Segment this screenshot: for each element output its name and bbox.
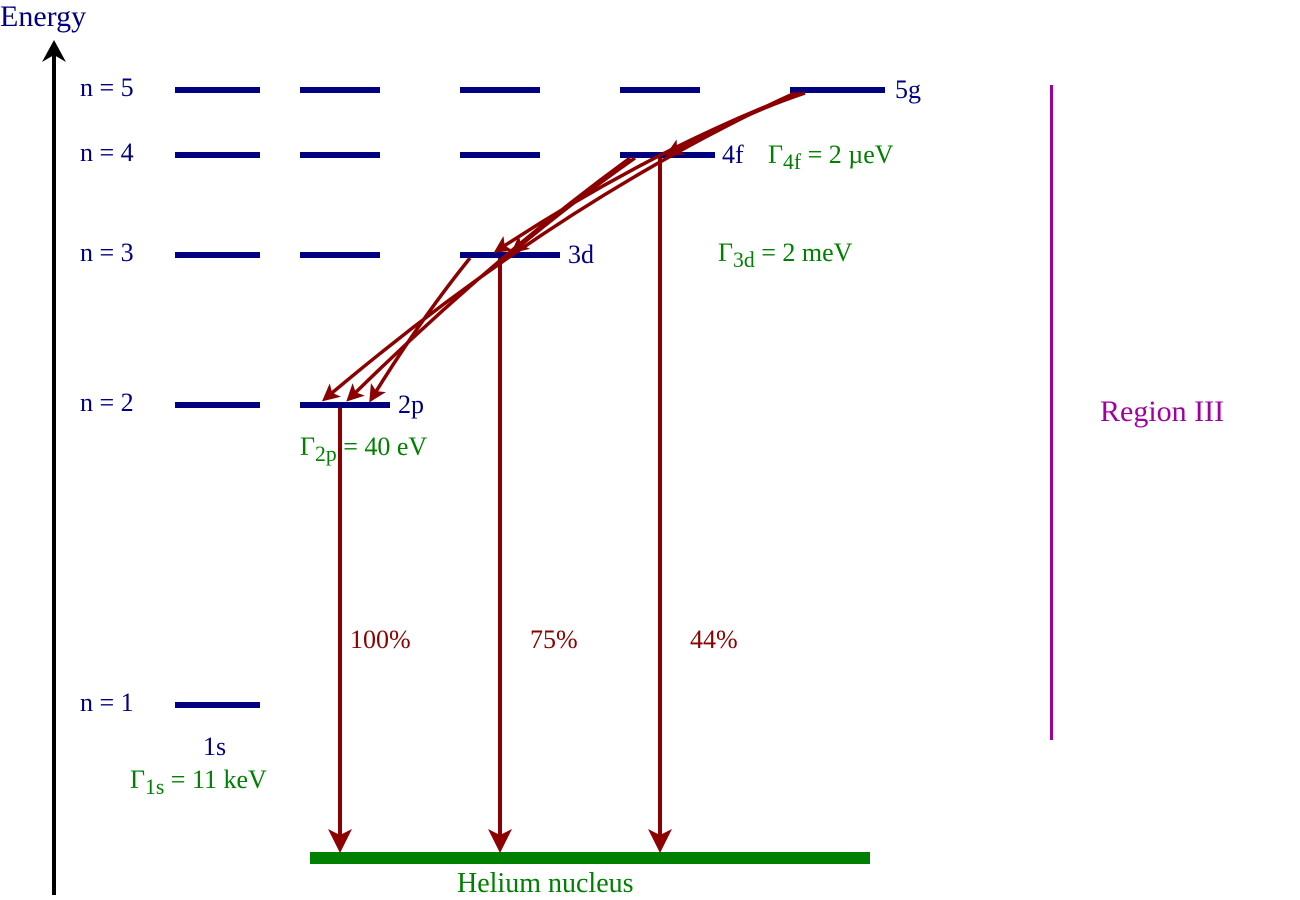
energy-axis-label: Energy: [0, 0, 86, 34]
nucleus-line: [310, 852, 870, 864]
state-3d: 3d: [568, 240, 594, 270]
region-line: [1050, 85, 1053, 740]
n3-label: n = 3: [80, 238, 134, 268]
level-3p: [300, 252, 380, 258]
state-4f: 4f: [722, 140, 744, 170]
level-5d: [460, 87, 540, 93]
level-5g: [790, 87, 885, 93]
level-3d: [460, 252, 560, 258]
level-4s: [175, 152, 260, 158]
n2-label: n = 2: [80, 388, 134, 418]
level-5f: [620, 87, 700, 93]
percent-75: 75%: [530, 625, 578, 655]
n4-label: n = 4: [80, 138, 134, 168]
level-2s: [175, 402, 260, 408]
level-4f: [620, 152, 715, 158]
n1-label: n = 1: [80, 688, 134, 718]
level-4p: [300, 152, 380, 158]
gamma-3d: Γ3d = 2 meV: [718, 238, 852, 273]
n5-label: n = 5: [80, 73, 134, 103]
level-4d: [460, 152, 540, 158]
region-label: Region III: [1100, 395, 1224, 429]
level-3s: [175, 252, 260, 258]
level-5s: [175, 87, 260, 93]
percent-44: 44%: [690, 625, 738, 655]
level-1s: [175, 702, 260, 708]
gamma-1s: Γ1s = 11 keV: [130, 765, 267, 800]
level-2p: [300, 402, 390, 408]
energy-axis-line: [52, 50, 56, 895]
percent-100: 100%: [350, 625, 411, 655]
gamma-4f: Γ4f = 2 µeV: [768, 140, 894, 175]
level-5p: [300, 87, 380, 93]
nucleus-label: Helium nucleus: [457, 868, 634, 900]
state-1s: 1s: [203, 732, 226, 762]
state-2p: 2p: [398, 390, 424, 420]
gamma-2p: Γ2p = 40 eV: [300, 432, 427, 467]
state-5g: 5g: [895, 75, 921, 105]
